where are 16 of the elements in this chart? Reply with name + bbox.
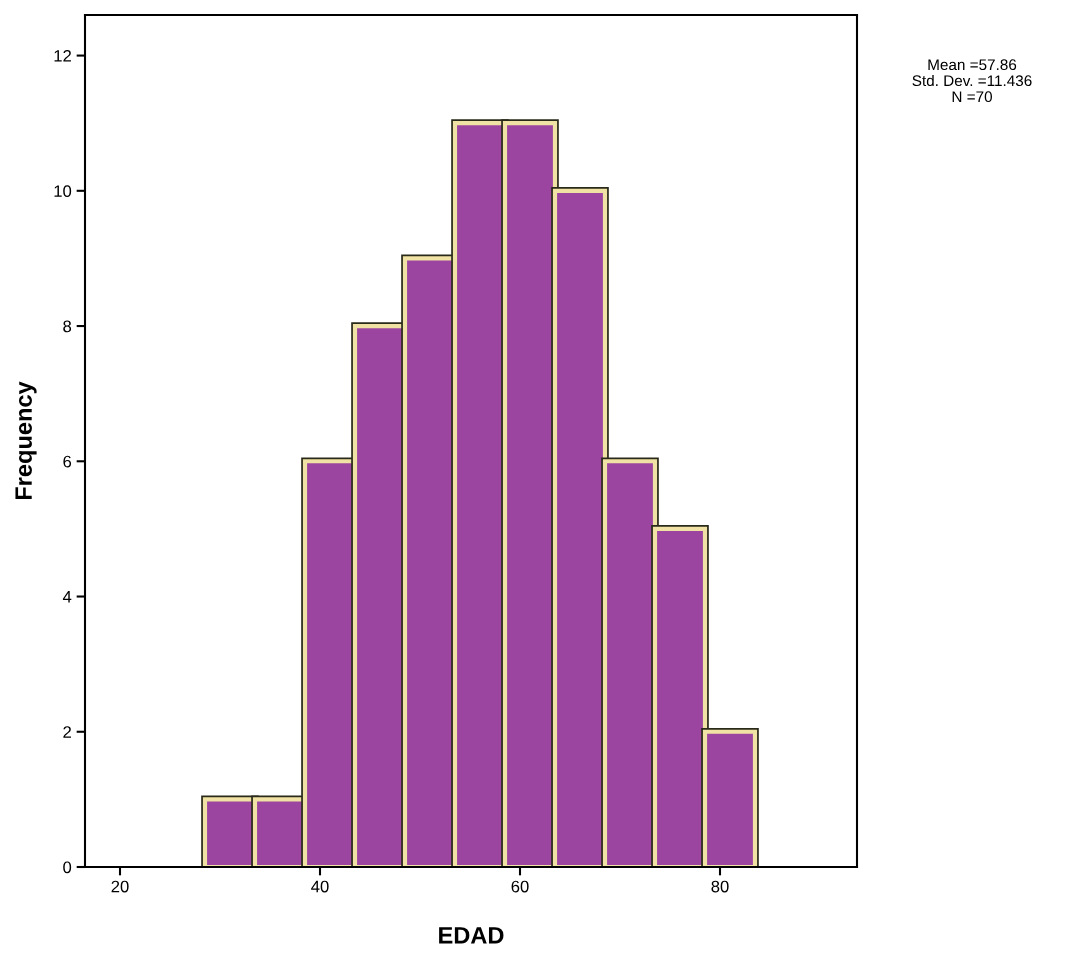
text: N =70 bbox=[952, 91, 992, 103]
y-tick-label: 2 bbox=[63, 726, 71, 738]
text: Mean =57.86 bbox=[928, 59, 1017, 71]
x-axis-title: EDAD bbox=[439, 927, 504, 944]
y-tick-label: 10 bbox=[54, 185, 72, 198]
x-tick-label: 40 bbox=[311, 880, 329, 893]
y-tick-label: 6 bbox=[63, 455, 72, 468]
y-tick-label: 4 bbox=[62, 591, 72, 603]
x-tick-label: 80 bbox=[711, 880, 729, 893]
y-tick-label: 0 bbox=[63, 861, 72, 874]
x-tick-label: 20 bbox=[111, 880, 129, 893]
y-tick-label: 12 bbox=[54, 49, 71, 62]
text: Std. Dev. =11.436 bbox=[912, 74, 1032, 87]
x-tick-label: 60 bbox=[511, 880, 529, 893]
y-tick-label: 8 bbox=[63, 320, 72, 333]
y-axis-title: Frequency bbox=[15, 381, 37, 500]
